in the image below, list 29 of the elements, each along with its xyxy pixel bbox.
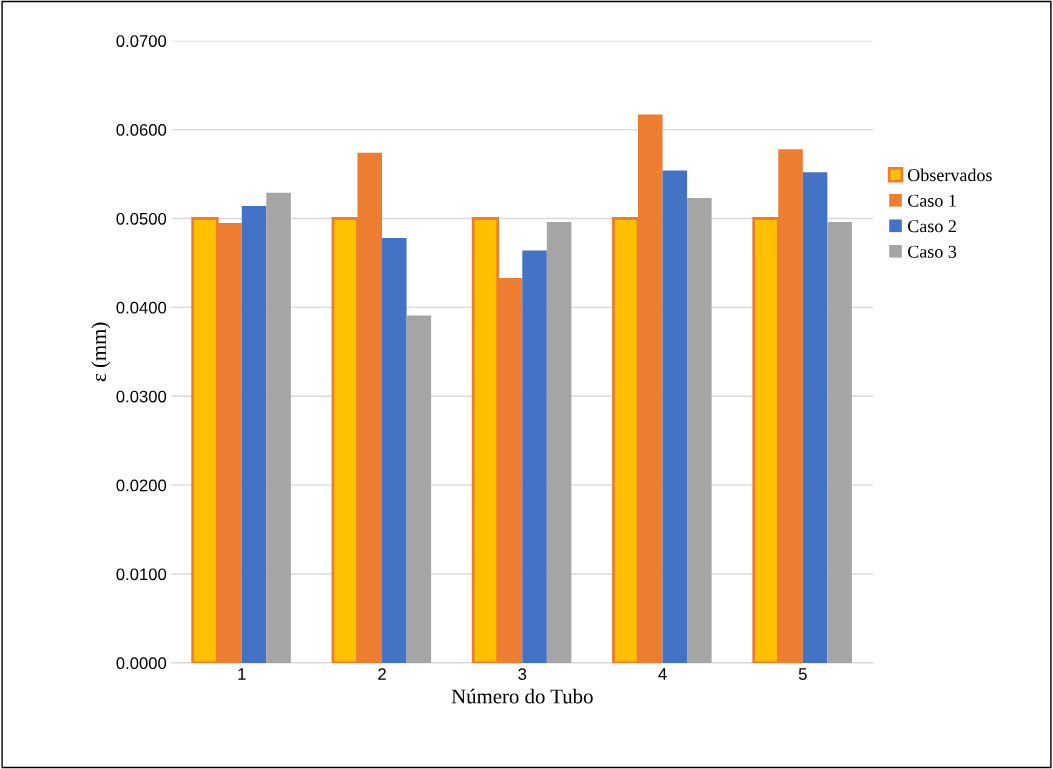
y-tick-label: 0.0600 (116, 124, 167, 136)
y-tick-label: 0.0300 (116, 390, 167, 403)
bar (687, 198, 712, 663)
bar (802, 172, 828, 663)
bar (546, 222, 572, 663)
x-tick-label: 5 (798, 668, 807, 680)
y-tick-label: 0.0100 (116, 568, 167, 581)
legend-label: Caso 2 (907, 220, 956, 233)
x-tick-label: 2 (378, 668, 386, 680)
bar (266, 192, 291, 663)
bar (662, 170, 688, 663)
legend-label: Caso 3 (907, 245, 957, 258)
bar (827, 222, 852, 663)
y-tick-label: 0.0400 (116, 301, 167, 314)
bar (382, 238, 407, 663)
bar (406, 315, 432, 663)
legend-label: Caso 1 (907, 194, 956, 207)
y-tick-label: 0.0700 (116, 35, 167, 47)
x-tick-label: 4 (658, 668, 667, 680)
bar (241, 206, 267, 663)
y-tick-label: 0.0200 (116, 479, 167, 492)
bar (522, 250, 547, 663)
x-tick-label: 3 (518, 668, 527, 680)
legend-label: Observados (907, 168, 992, 182)
y-tick-label: 0.0000 (116, 657, 167, 670)
x-tick-label: 1 (238, 668, 246, 680)
y-tick-label: 0.0500 (116, 212, 167, 225)
x-axis-title: Número do Tubo (451, 688, 593, 704)
y-axis-title: ε (mm) (91, 322, 111, 382)
